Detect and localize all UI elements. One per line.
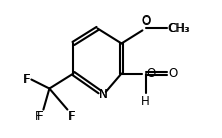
Text: O: O xyxy=(168,67,177,80)
Text: F: F xyxy=(23,73,30,86)
Text: N: N xyxy=(99,88,108,101)
Text: O: O xyxy=(141,15,150,28)
Text: F: F xyxy=(24,73,31,86)
Text: F: F xyxy=(67,110,74,123)
Text: CH₃: CH₃ xyxy=(167,22,189,35)
Text: F: F xyxy=(35,110,42,123)
Text: F: F xyxy=(37,110,43,123)
Text: CH₃: CH₃ xyxy=(168,22,190,35)
Text: H: H xyxy=(141,95,150,108)
Text: O: O xyxy=(146,67,156,80)
Text: O: O xyxy=(141,14,150,27)
Text: N: N xyxy=(99,88,108,101)
Text: F: F xyxy=(69,110,75,123)
